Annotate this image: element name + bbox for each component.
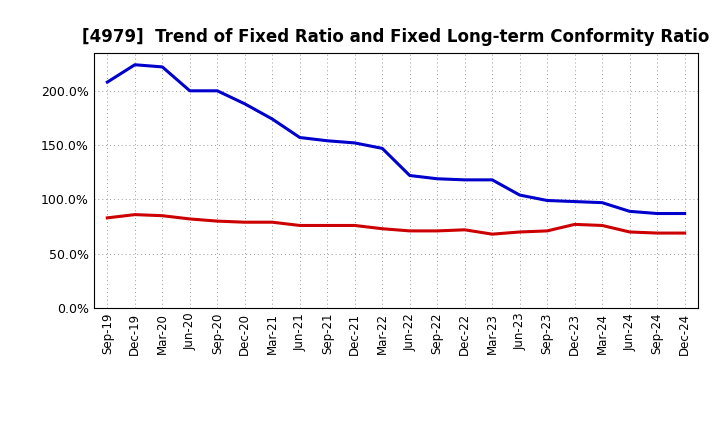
Fixed Long-term Conformity Ratio: [103, 215, 112, 220]
Fixed Ratio: [186, 88, 194, 93]
Fixed Ratio: [240, 101, 249, 106]
Fixed Ratio: [680, 211, 689, 216]
Fixed Ratio: [543, 198, 552, 203]
Fixed Long-term Conformity Ratio: [323, 223, 332, 228]
Fixed Long-term Conformity Ratio: [598, 223, 606, 228]
Fixed Ratio: [488, 177, 497, 183]
Fixed Long-term Conformity Ratio: [378, 226, 387, 231]
Fixed Long-term Conformity Ratio: [213, 219, 222, 224]
Fixed Long-term Conformity Ratio: [516, 229, 524, 235]
Fixed Ratio: [598, 200, 606, 205]
Fixed Long-term Conformity Ratio: [680, 231, 689, 236]
Fixed Ratio: [405, 173, 414, 178]
Fixed Long-term Conformity Ratio: [130, 212, 139, 217]
Fixed Ratio: [268, 117, 276, 122]
Fixed Ratio: [378, 146, 387, 151]
Fixed Ratio: [130, 62, 139, 67]
Fixed Ratio: [460, 177, 469, 183]
Fixed Ratio: [433, 176, 441, 181]
Fixed Long-term Conformity Ratio: [295, 223, 304, 228]
Fixed Ratio: [213, 88, 222, 93]
Fixed Long-term Conformity Ratio: [158, 213, 166, 218]
Fixed Long-term Conformity Ratio: [240, 220, 249, 225]
Fixed Ratio: [158, 64, 166, 70]
Fixed Long-term Conformity Ratio: [268, 220, 276, 225]
Fixed Long-term Conformity Ratio: [626, 229, 634, 235]
Fixed Long-term Conformity Ratio: [351, 223, 359, 228]
Fixed Ratio: [626, 209, 634, 214]
Line: Fixed Ratio: Fixed Ratio: [107, 65, 685, 213]
Fixed Ratio: [351, 140, 359, 146]
Fixed Long-term Conformity Ratio: [460, 227, 469, 232]
Fixed Long-term Conformity Ratio: [405, 228, 414, 234]
Fixed Ratio: [295, 135, 304, 140]
Fixed Ratio: [323, 138, 332, 143]
Fixed Long-term Conformity Ratio: [570, 222, 579, 227]
Line: Fixed Long-term Conformity Ratio: Fixed Long-term Conformity Ratio: [107, 215, 685, 234]
Title: [4979]  Trend of Fixed Ratio and Fixed Long-term Conformity Ratio: [4979] Trend of Fixed Ratio and Fixed Lo…: [82, 28, 710, 46]
Fixed Ratio: [653, 211, 662, 216]
Fixed Long-term Conformity Ratio: [186, 216, 194, 222]
Fixed Long-term Conformity Ratio: [488, 231, 497, 237]
Fixed Ratio: [570, 199, 579, 204]
Fixed Long-term Conformity Ratio: [543, 228, 552, 234]
Fixed Long-term Conformity Ratio: [433, 228, 441, 234]
Fixed Ratio: [516, 192, 524, 198]
Fixed Long-term Conformity Ratio: [653, 231, 662, 236]
Fixed Ratio: [103, 80, 112, 85]
